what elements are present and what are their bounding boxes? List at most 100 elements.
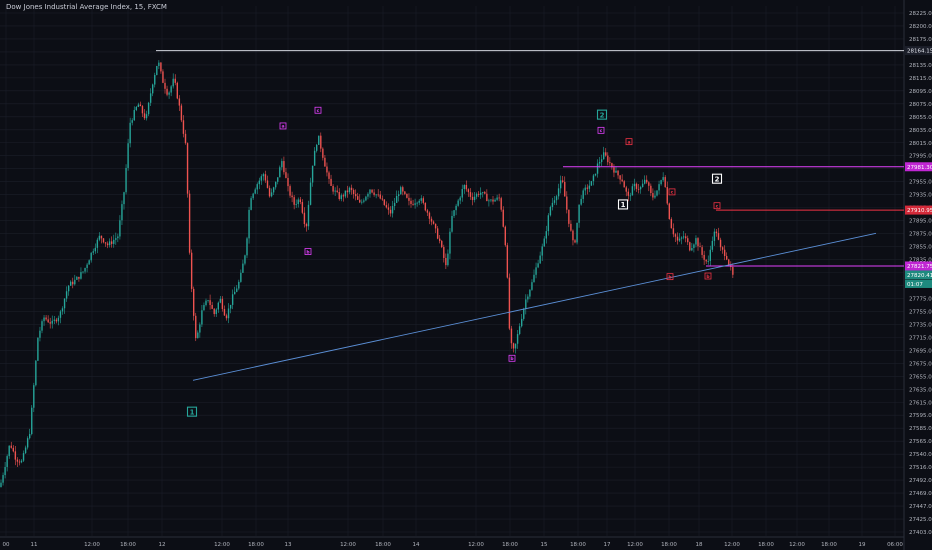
candle-body	[264, 174, 267, 181]
candle-body	[293, 197, 295, 205]
candle-body	[162, 71, 164, 83]
candle-body	[494, 199, 496, 202]
candle-body	[2, 475, 4, 483]
wave-label: c	[716, 204, 719, 209]
price-tick-label: 27565.00	[909, 439, 932, 445]
price-tick-label: 27895.00	[909, 219, 932, 225]
time-tick-label: 12:00	[84, 542, 100, 548]
candle-body	[697, 238, 699, 247]
candle-body	[311, 165, 314, 183]
wave-label-box	[711, 173, 723, 184]
candle-body	[250, 198, 252, 210]
time-tick-label: 18:00	[375, 542, 391, 548]
candle-body	[229, 304, 232, 309]
candle-body	[426, 210, 429, 213]
price-tick-label: 27695.00	[909, 348, 932, 354]
candle-body	[404, 191, 406, 194]
candle-body	[223, 308, 226, 316]
candle-body	[434, 223, 437, 229]
candle-body	[637, 188, 640, 190]
price-tick-label: 27955.00	[909, 180, 932, 186]
candle-body	[400, 187, 402, 195]
time-tick-label: 12:00	[468, 542, 484, 548]
price-tick-label: 28135.00	[909, 63, 932, 69]
candle-body	[600, 159, 603, 162]
candle-body	[213, 308, 215, 315]
candle-body	[37, 337, 39, 361]
candle-body	[385, 205, 388, 208]
candle-body	[475, 193, 478, 197]
candle-body	[619, 175, 621, 180]
candle-body	[613, 167, 615, 173]
candle-body	[143, 113, 146, 119]
countdown-tag: 01:07	[907, 282, 923, 288]
magenta-upper-tag-bg	[905, 162, 932, 172]
candle-body	[43, 317, 45, 322]
candle-body	[266, 180, 269, 188]
time-axis[interactable]: 00 11 12:00 18:00 12 12:00 18:00 13 12:00 18:00 14…	[3, 542, 904, 548]
price-tick-label: 27425.00	[909, 517, 932, 523]
candle-body	[309, 182, 312, 205]
candle-body	[635, 183, 638, 189]
price-tick-label: 28015.00	[909, 141, 932, 147]
ascending-trendline	[192, 232, 877, 381]
candle-body	[406, 193, 408, 198]
wave-label-box	[304, 248, 312, 255]
price-tick-label: 28035.00	[909, 128, 932, 134]
candle-body	[100, 235, 103, 239]
candle-body	[648, 182, 650, 186]
candle-body	[78, 276, 80, 279]
time-tick-label: 18:00	[758, 542, 774, 548]
candle-body	[67, 285, 70, 292]
candle-body	[22, 453, 25, 461]
candle-body	[184, 133, 187, 144]
candle-body	[61, 308, 64, 312]
candle-body	[473, 196, 476, 201]
candle-body	[80, 272, 82, 279]
candle-body	[629, 195, 632, 197]
time-tick-label: 19	[859, 542, 866, 548]
candle-body	[291, 195, 293, 198]
candle-body	[514, 343, 517, 349]
candle-body	[451, 215, 453, 232]
candle-body	[518, 326, 521, 335]
candle-body	[221, 298, 224, 309]
candle-body	[96, 239, 99, 248]
candle-body	[676, 236, 679, 241]
candle-body	[541, 246, 543, 256]
price-tick-label: 27585.00	[909, 426, 932, 432]
candle-body	[365, 196, 367, 201]
candle-body	[627, 191, 629, 196]
candle-body	[420, 198, 422, 201]
candle-body	[125, 167, 127, 193]
candle-body	[123, 192, 125, 205]
candle-body	[521, 318, 523, 327]
wave-label: 2	[600, 111, 605, 119]
candle-body	[672, 228, 675, 235]
candle-body	[328, 172, 330, 179]
candle-body	[662, 177, 664, 181]
candle-body	[664, 177, 666, 188]
price-tick-label: 27540.00	[909, 452, 932, 458]
candle-body	[197, 332, 199, 339]
candle-body	[340, 195, 342, 200]
price-tick-label: 27469.00	[909, 491, 932, 497]
wave-label-box	[668, 188, 676, 196]
candle-body	[605, 152, 607, 156]
candle-body	[10, 445, 12, 448]
candle-body	[305, 223, 308, 227]
candle-body	[219, 298, 222, 303]
wave-label-box	[314, 106, 322, 114]
candle-body	[318, 135, 320, 145]
candle-body	[449, 231, 451, 254]
candle-body	[117, 236, 119, 239]
wave-label: 1	[621, 201, 626, 209]
candle-body	[102, 238, 105, 243]
price-axis[interactable]: 28225.0028200.0028175.0028155.0028135.00…	[905, 11, 932, 536]
candle-body	[45, 317, 47, 320]
candle-body	[375, 194, 377, 196]
candle-body	[344, 190, 347, 197]
time-tick-label: 14	[413, 542, 420, 548]
